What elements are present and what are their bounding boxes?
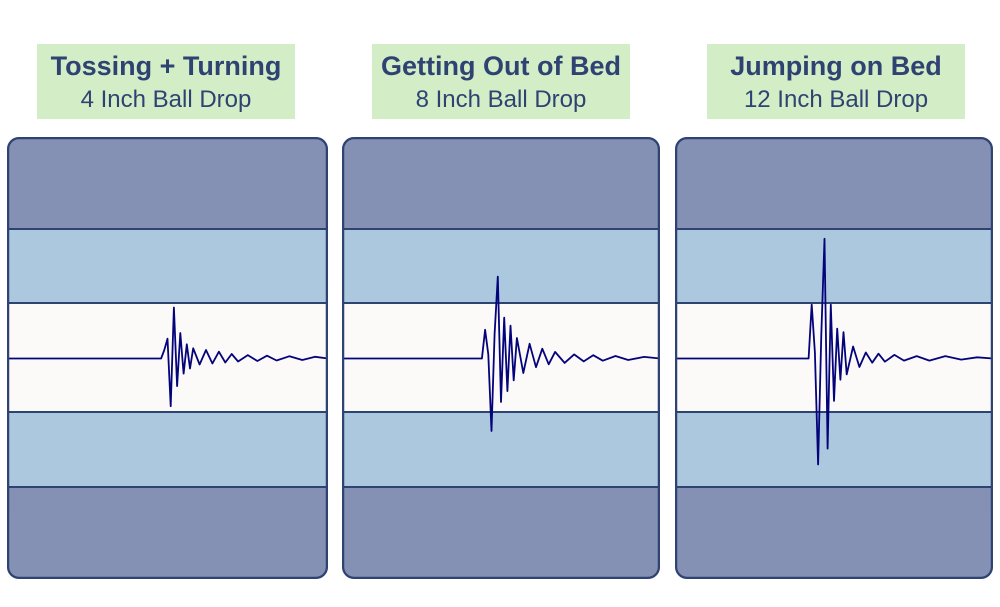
band-middle-top <box>675 229 993 303</box>
band-middle-top <box>7 229 328 303</box>
band-middle-bottom <box>7 412 328 487</box>
panel-border <box>342 137 660 579</box>
label-getting-out-of-bed: Getting Out of Bed 8 Inch Ball Drop <box>372 44 630 119</box>
panel-jumping-on-bed <box>675 137 993 579</box>
label-tossing-turning: Tossing + Turning 4 Inch Ball Drop <box>37 44 295 119</box>
waveform-chart <box>342 137 660 579</box>
waveform-line <box>675 237 993 466</box>
panel-tossing-turning <box>7 137 328 579</box>
label-title: Jumping on Bed <box>730 51 942 81</box>
label-title: Tossing + Turning <box>50 51 282 81</box>
waveform-line <box>342 275 660 432</box>
label-subtitle: 4 Inch Ball Drop <box>80 86 252 113</box>
band-middle-bottom <box>675 412 993 487</box>
band-outer-bottom <box>7 487 328 579</box>
band-outer-bottom <box>342 487 660 579</box>
band-middle-bottom <box>342 412 660 487</box>
label-subtitle: 12 Inch Ball Drop <box>743 86 929 113</box>
waveform-chart <box>7 137 328 579</box>
band-middle-top <box>342 229 660 303</box>
band-outer-top <box>675 137 993 229</box>
label-title: Getting Out of Bed <box>381 51 621 81</box>
panel-border <box>675 137 993 579</box>
panel-getting-out-of-bed <box>342 137 660 579</box>
label-jumping-on-bed: Jumping on Bed 12 Inch Ball Drop <box>707 44 965 119</box>
label-subtitle: 8 Inch Ball Drop <box>415 86 587 113</box>
waveform-chart <box>675 137 993 579</box>
band-outer-top <box>7 137 328 229</box>
waveform-line <box>7 306 328 408</box>
band-outer-top <box>342 137 660 229</box>
panel-border <box>7 137 328 579</box>
band-outer-bottom <box>675 487 993 579</box>
